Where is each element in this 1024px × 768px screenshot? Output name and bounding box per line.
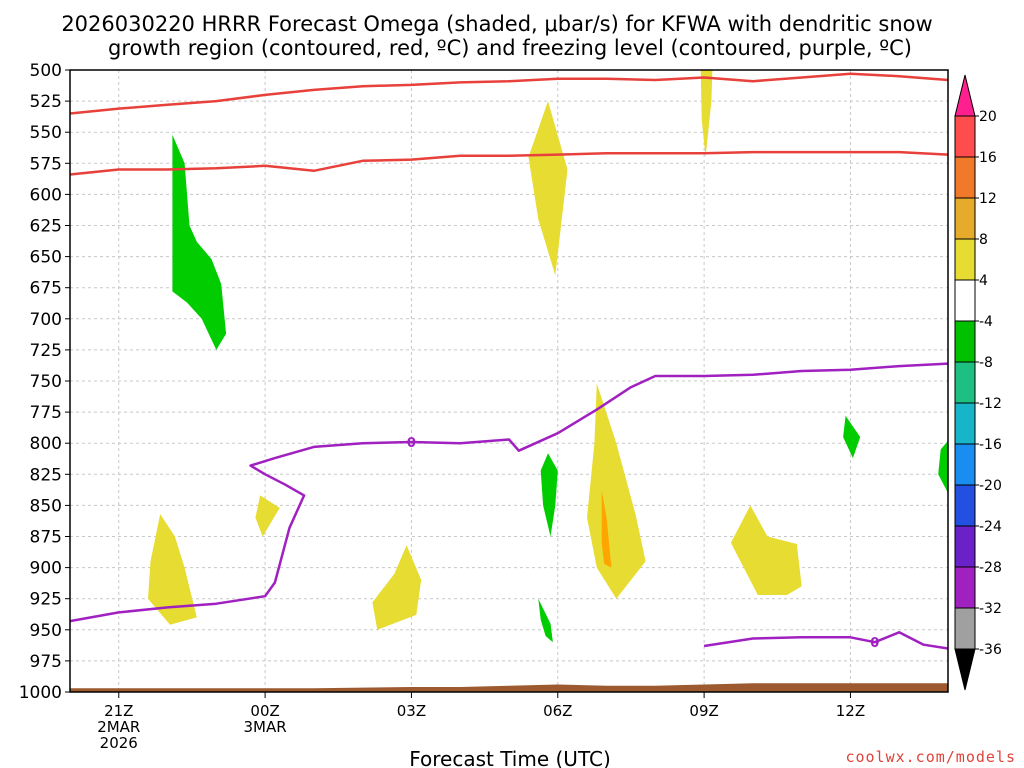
colorbar-bin (954, 402, 976, 445)
colorbar-label: 8 (979, 232, 988, 248)
contour-line (69, 362, 949, 623)
colorbar-label: -12 (979, 396, 1002, 412)
colorbar-top-arrow (954, 74, 976, 117)
colorbar-label: -28 (979, 560, 1002, 576)
colorbar-bottom-arrow (954, 648, 976, 691)
colorbar-bin (954, 320, 976, 363)
colorbar-label: -8 (979, 355, 993, 371)
y-tick-label: 875 (30, 528, 62, 548)
y-tick-label: 575 (30, 154, 62, 174)
colorbar-bin (954, 484, 976, 527)
x-tick-label: 21Z (104, 702, 133, 720)
x-tick-label: 12Z (836, 702, 865, 720)
omega-area (538, 598, 553, 643)
colorbar-bin (954, 607, 976, 650)
colorbar-label: -36 (979, 642, 1002, 658)
credit-text: coolwx.com/models (845, 748, 1016, 766)
y-tick-label: 950 (30, 621, 62, 641)
x-tick-label: 3MAR (244, 718, 287, 736)
y-tick-label: 525 (30, 92, 62, 112)
contour-line (703, 631, 949, 650)
omega-area (843, 415, 861, 459)
grid-lines (70, 69, 948, 693)
omega-area (587, 383, 646, 599)
omega-area (601, 490, 612, 568)
colorbar-bin (954, 115, 976, 158)
colorbar-bin (954, 525, 976, 568)
omega-area (372, 545, 422, 630)
y-tick-label: 700 (30, 310, 62, 330)
y-axis-ticks: 500 525 550 575 600 625 650 675 700 725 750 775 800 8… (19, 61, 70, 703)
omega-area (700, 70, 713, 158)
contour-line (69, 150, 949, 176)
y-tick-label: 650 (30, 248, 62, 268)
colorbar-bin (954, 197, 976, 240)
omega-area (938, 440, 948, 493)
colorbar-label: 20 (979, 109, 997, 125)
y-tick-label: 975 (30, 652, 62, 672)
colorbar-bin (954, 361, 976, 404)
chart-title-line2: growth region (contoured, red, ºC) and f… (108, 36, 912, 60)
y-tick-label: 775 (30, 403, 62, 423)
colorbar-label: -20 (979, 478, 1002, 494)
colorbar-label: -4 (979, 314, 993, 330)
colorbar-bin (954, 156, 976, 199)
y-tick-label: 1000 (19, 683, 62, 703)
colorbar-bin (954, 238, 976, 281)
omega-shading (148, 70, 948, 643)
contour-lines: 00 (69, 72, 949, 651)
x-tick-label: 09Z (689, 702, 718, 720)
x-tick-label: 03Z (397, 702, 426, 720)
omega-area (730, 505, 802, 595)
colorbar-label: 12 (979, 191, 997, 207)
y-tick-label: 600 (30, 185, 62, 205)
y-tick-label: 825 (30, 465, 62, 485)
x-tick-label: 06Z (543, 702, 572, 720)
contour-label: 0 (407, 436, 416, 451)
contour-label: 0 (870, 636, 879, 651)
colorbar-legend: 20 16 12 8 4 -4 -8 -12 -16 -20 -24 -28 -32 -36 (954, 74, 1002, 691)
x-tick-label: 00Z (250, 702, 279, 720)
terrain-fill (70, 683, 948, 692)
colorbar-label: -32 (979, 601, 1002, 617)
omega-area (540, 453, 558, 537)
contour-line (69, 72, 949, 115)
y-tick-label: 750 (30, 372, 62, 392)
x-tick-label: 2MAR (97, 718, 140, 736)
x-axis-label: Forecast Time (UTC) (409, 747, 611, 768)
y-tick-label: 900 (30, 559, 62, 579)
colorbar-bin (954, 443, 976, 486)
y-tick-label: 675 (30, 279, 62, 299)
omega-area (528, 101, 568, 276)
y-tick-label: 800 (30, 434, 62, 454)
y-tick-label: 725 (30, 341, 62, 361)
colorbar-bin (954, 566, 976, 609)
y-tick-label: 625 (30, 217, 62, 237)
terrain-area (70, 683, 948, 692)
colorbar-label: 4 (979, 273, 988, 289)
y-tick-label: 550 (30, 123, 62, 143)
colorbar-label: 16 (979, 150, 997, 166)
x-tick-label: 2026 (100, 734, 138, 752)
omega-area (255, 495, 280, 537)
chart-title-line1: 2026030220 HRRR Forecast Omega (shaded, … (61, 12, 932, 36)
omega-area (172, 134, 227, 350)
y-tick-label: 925 (30, 590, 62, 610)
y-tick-label: 850 (30, 496, 62, 516)
omega-area (148, 514, 197, 625)
colorbar-label: -24 (979, 519, 1002, 535)
y-tick-label: 500 (30, 61, 62, 81)
colorbar-label: -16 (979, 437, 1002, 453)
colorbar-bin (954, 279, 976, 322)
